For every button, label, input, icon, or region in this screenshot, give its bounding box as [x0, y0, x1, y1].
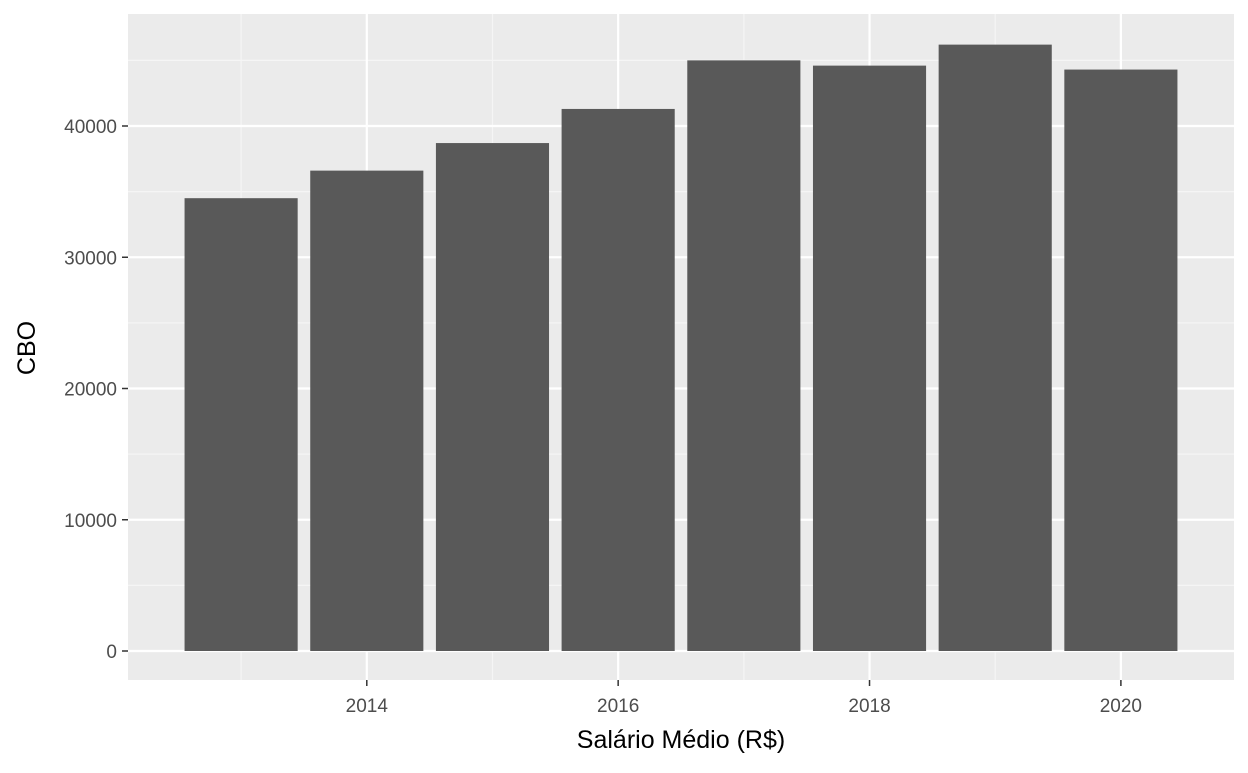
x-axis-title: Salário Médio (R$): [577, 726, 785, 754]
bar-2018: [812, 65, 927, 651]
bar-2016: [561, 108, 675, 651]
bar-2020: [1064, 69, 1178, 651]
bars: [184, 44, 1178, 651]
x-tick-label: 2014: [346, 696, 389, 717]
y-tick-label: 10000: [64, 511, 117, 532]
x-tick-label: 2016: [597, 696, 639, 717]
y-tick-label: 40000: [64, 117, 117, 138]
y-tick-label: 20000: [64, 380, 117, 401]
bar-2013: [184, 198, 298, 651]
x-axis: 2014 2016 2018 2020: [346, 680, 1142, 717]
bar-2019: [938, 44, 1052, 651]
x-tick-label: 2018: [848, 696, 890, 717]
bar-2015: [435, 143, 550, 651]
y-axis: 0 10000 20000 30000 40000: [64, 117, 128, 663]
bar-2014: [310, 170, 424, 651]
x-tick-label: 2020: [1100, 696, 1142, 717]
y-axis-title: CBO: [13, 321, 41, 375]
y-tick-label: 0: [106, 642, 117, 663]
y-tick-label: 30000: [64, 248, 117, 269]
bar-2017: [687, 60, 801, 651]
